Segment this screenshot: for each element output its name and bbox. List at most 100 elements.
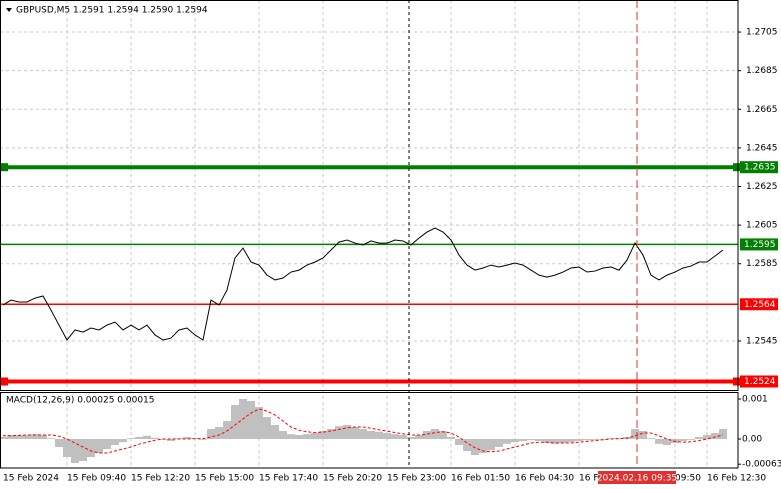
signal-line — [3, 408, 724, 454]
crosshair-box — [598, 471, 676, 484]
x-tick-label: 16 Feb 04:30 — [515, 474, 574, 484]
histogram-bar — [287, 434, 295, 439]
x-tick-label: 16 Feb 12:30 — [707, 474, 766, 484]
histogram-bar — [583, 439, 591, 441]
menu-arrow — [6, 8, 12, 12]
histogram-bar — [79, 439, 87, 461]
histogram-bar — [367, 431, 375, 439]
y-tick-label: 1.2605 — [746, 221, 778, 231]
y-tick-label: 1.2585 — [746, 259, 778, 269]
histogram-bar — [223, 421, 231, 439]
histogram-bar — [695, 437, 703, 439]
histogram-bar — [167, 439, 175, 441]
histogram-bar — [439, 431, 447, 439]
histogram-bar — [71, 439, 79, 463]
y-tick-label: 1.2665 — [746, 105, 778, 115]
histogram-bar — [415, 435, 423, 439]
histogram-bar — [519, 439, 527, 441]
x-tick-label: 09:50 — [675, 474, 701, 484]
chart-title: GBPUSD,M5 1.2591 1.2594 1.2590 1.2594 — [16, 6, 208, 16]
histogram-bar — [271, 425, 279, 439]
histogram-bar — [0, 437, 7, 439]
histogram-bar — [463, 439, 471, 451]
histogram-bar — [47, 438, 55, 439]
histogram-bar — [599, 439, 607, 440]
y-tick-label: 1.2645 — [746, 143, 778, 153]
price-frame — [0, 0, 739, 391]
histogram-bar — [351, 427, 359, 439]
histogram-bar — [487, 439, 495, 451]
histogram-bar — [559, 439, 567, 443]
level-handle — [1, 377, 8, 386]
macd-title: MACD(12,26,9) 0.00025 0.00015 — [6, 396, 155, 406]
histogram-bar — [231, 405, 239, 439]
histogram-bar — [543, 439, 551, 443]
x-tick-label: 16 Feb 01:50 — [451, 474, 510, 484]
histogram-bar — [511, 439, 519, 443]
marks — [0, 163, 740, 463]
histogram-bar — [135, 437, 143, 439]
histogram-bar — [311, 433, 319, 439]
histogram-bar — [639, 431, 647, 439]
histogram-bar — [631, 429, 639, 439]
histogram-bar — [655, 439, 663, 444]
macd-frame — [0, 392, 739, 469]
histogram-bar — [375, 431, 383, 439]
price-line — [2, 227, 724, 341]
histogram-bar — [679, 439, 687, 441]
level-handle — [733, 377, 740, 386]
y-tick-label: 0.00 — [742, 435, 762, 445]
crosshair-label: 2024.02.16 09:35 — [597, 474, 677, 484]
histogram-bar — [207, 429, 215, 439]
histogram-bar — [279, 431, 287, 439]
histogram-bar — [143, 435, 151, 439]
histogram-bar — [295, 435, 303, 439]
y-tick-label: 1.2545 — [746, 336, 778, 346]
level-label: 1.2524 — [744, 377, 776, 387]
y-tick-label: 1.2705 — [746, 28, 778, 38]
histogram-bar — [503, 439, 511, 444]
histogram-bar — [495, 439, 503, 447]
x-tick-label: 15 Feb 20:20 — [323, 474, 382, 484]
histogram-bar — [343, 425, 351, 439]
histogram-bar — [23, 435, 31, 439]
histogram-bar — [591, 439, 599, 440]
histogram-bar — [703, 435, 711, 439]
level-label-box — [740, 161, 778, 174]
histogram-bar — [119, 439, 127, 443]
histogram-bar — [127, 438, 135, 439]
level-label: 1.2595 — [744, 240, 776, 250]
x-tick-label: 15 Feb 2024 — [3, 474, 59, 484]
histogram-bar — [399, 435, 407, 439]
histogram-bar — [319, 431, 327, 439]
histogram-bar — [527, 439, 535, 441]
x-tick-label: 15 Feb 09:40 — [67, 474, 126, 484]
level-label-box — [740, 238, 778, 251]
histogram-bar — [199, 439, 207, 440]
histogram-bar — [551, 439, 559, 444]
histogram-bar — [479, 439, 487, 453]
histogram-bar — [447, 437, 455, 439]
y-tick-label: 0.001 — [742, 395, 768, 405]
histogram-bar — [103, 439, 111, 449]
histogram-bar — [711, 433, 719, 439]
histogram-bar — [215, 427, 223, 439]
histogram-bar — [183, 437, 191, 439]
histogram-bar — [407, 437, 415, 439]
histogram-bar — [255, 407, 263, 439]
histogram-bar — [111, 439, 119, 445]
x-tick-label: 16 F — [579, 474, 599, 484]
histogram-bar — [151, 437, 159, 439]
level-label: 1.2564 — [744, 300, 776, 310]
labels: 15 Feb 2024 15 Feb 09:40 15 Feb 12:20 15 Fe… — [3, 28, 781, 484]
histogram-bar — [55, 439, 63, 447]
histogram-bar — [615, 438, 623, 439]
histogram-bar — [335, 426, 343, 439]
level-handle — [1, 163, 8, 172]
histogram-bar — [471, 439, 479, 455]
histogram-bar — [423, 431, 431, 439]
histogram-bar — [383, 433, 391, 439]
histogram-bar — [263, 417, 271, 439]
x-tick-label: 15 Feb 17:40 — [259, 474, 318, 484]
